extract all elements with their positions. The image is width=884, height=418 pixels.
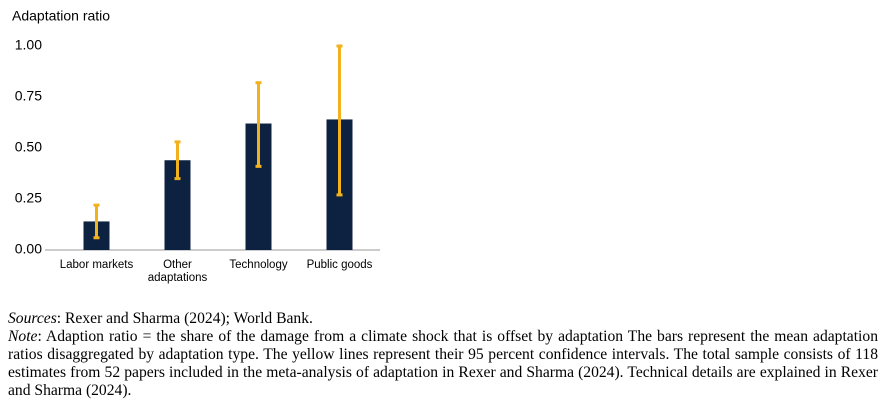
y-tick-label: 0.00 (15, 241, 42, 257)
y-tick-label: 0.75 (15, 88, 42, 104)
note: Note: Adaption ratio = the share of the … (8, 328, 878, 400)
y-tick-label: 0.50 (15, 139, 42, 155)
y-tick-label: 0.25 (15, 190, 42, 206)
sources-text: : Rexer and Sharma (2024); World Bank. (56, 310, 313, 327)
x-tick-label: Labor markets (59, 259, 134, 271)
note-label: Note (8, 328, 38, 345)
note-text: : Adaption ratio = the share of the dama… (8, 328, 878, 399)
chart: Adaptation ratio 0.00 0.25 0.50 0.75 1.00 (12, 8, 380, 257)
y-tick-label: 1.00 (15, 37, 42, 53)
y-axis-title: Adaptation ratio (12, 8, 110, 24)
x-tick-label: Technology (229, 259, 288, 271)
sources-label: Sources (8, 310, 57, 327)
x-tick-label: Other adaptations (147, 259, 208, 284)
sources: Sources: Rexer and Sharma (2024); World … (8, 310, 878, 328)
notes: Sources: Rexer and Sharma (2024); World … (8, 310, 878, 400)
x-tick-label: Public goods (306, 259, 373, 271)
